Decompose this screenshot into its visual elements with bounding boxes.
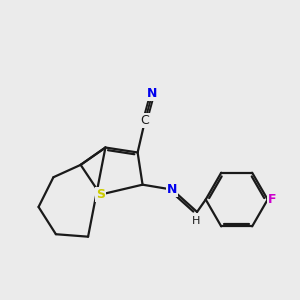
Text: N: N [167, 183, 178, 196]
Text: N: N [147, 86, 158, 100]
Text: S: S [96, 188, 105, 201]
Text: H: H [192, 216, 200, 226]
Text: C: C [141, 114, 149, 127]
Text: F: F [268, 193, 276, 206]
